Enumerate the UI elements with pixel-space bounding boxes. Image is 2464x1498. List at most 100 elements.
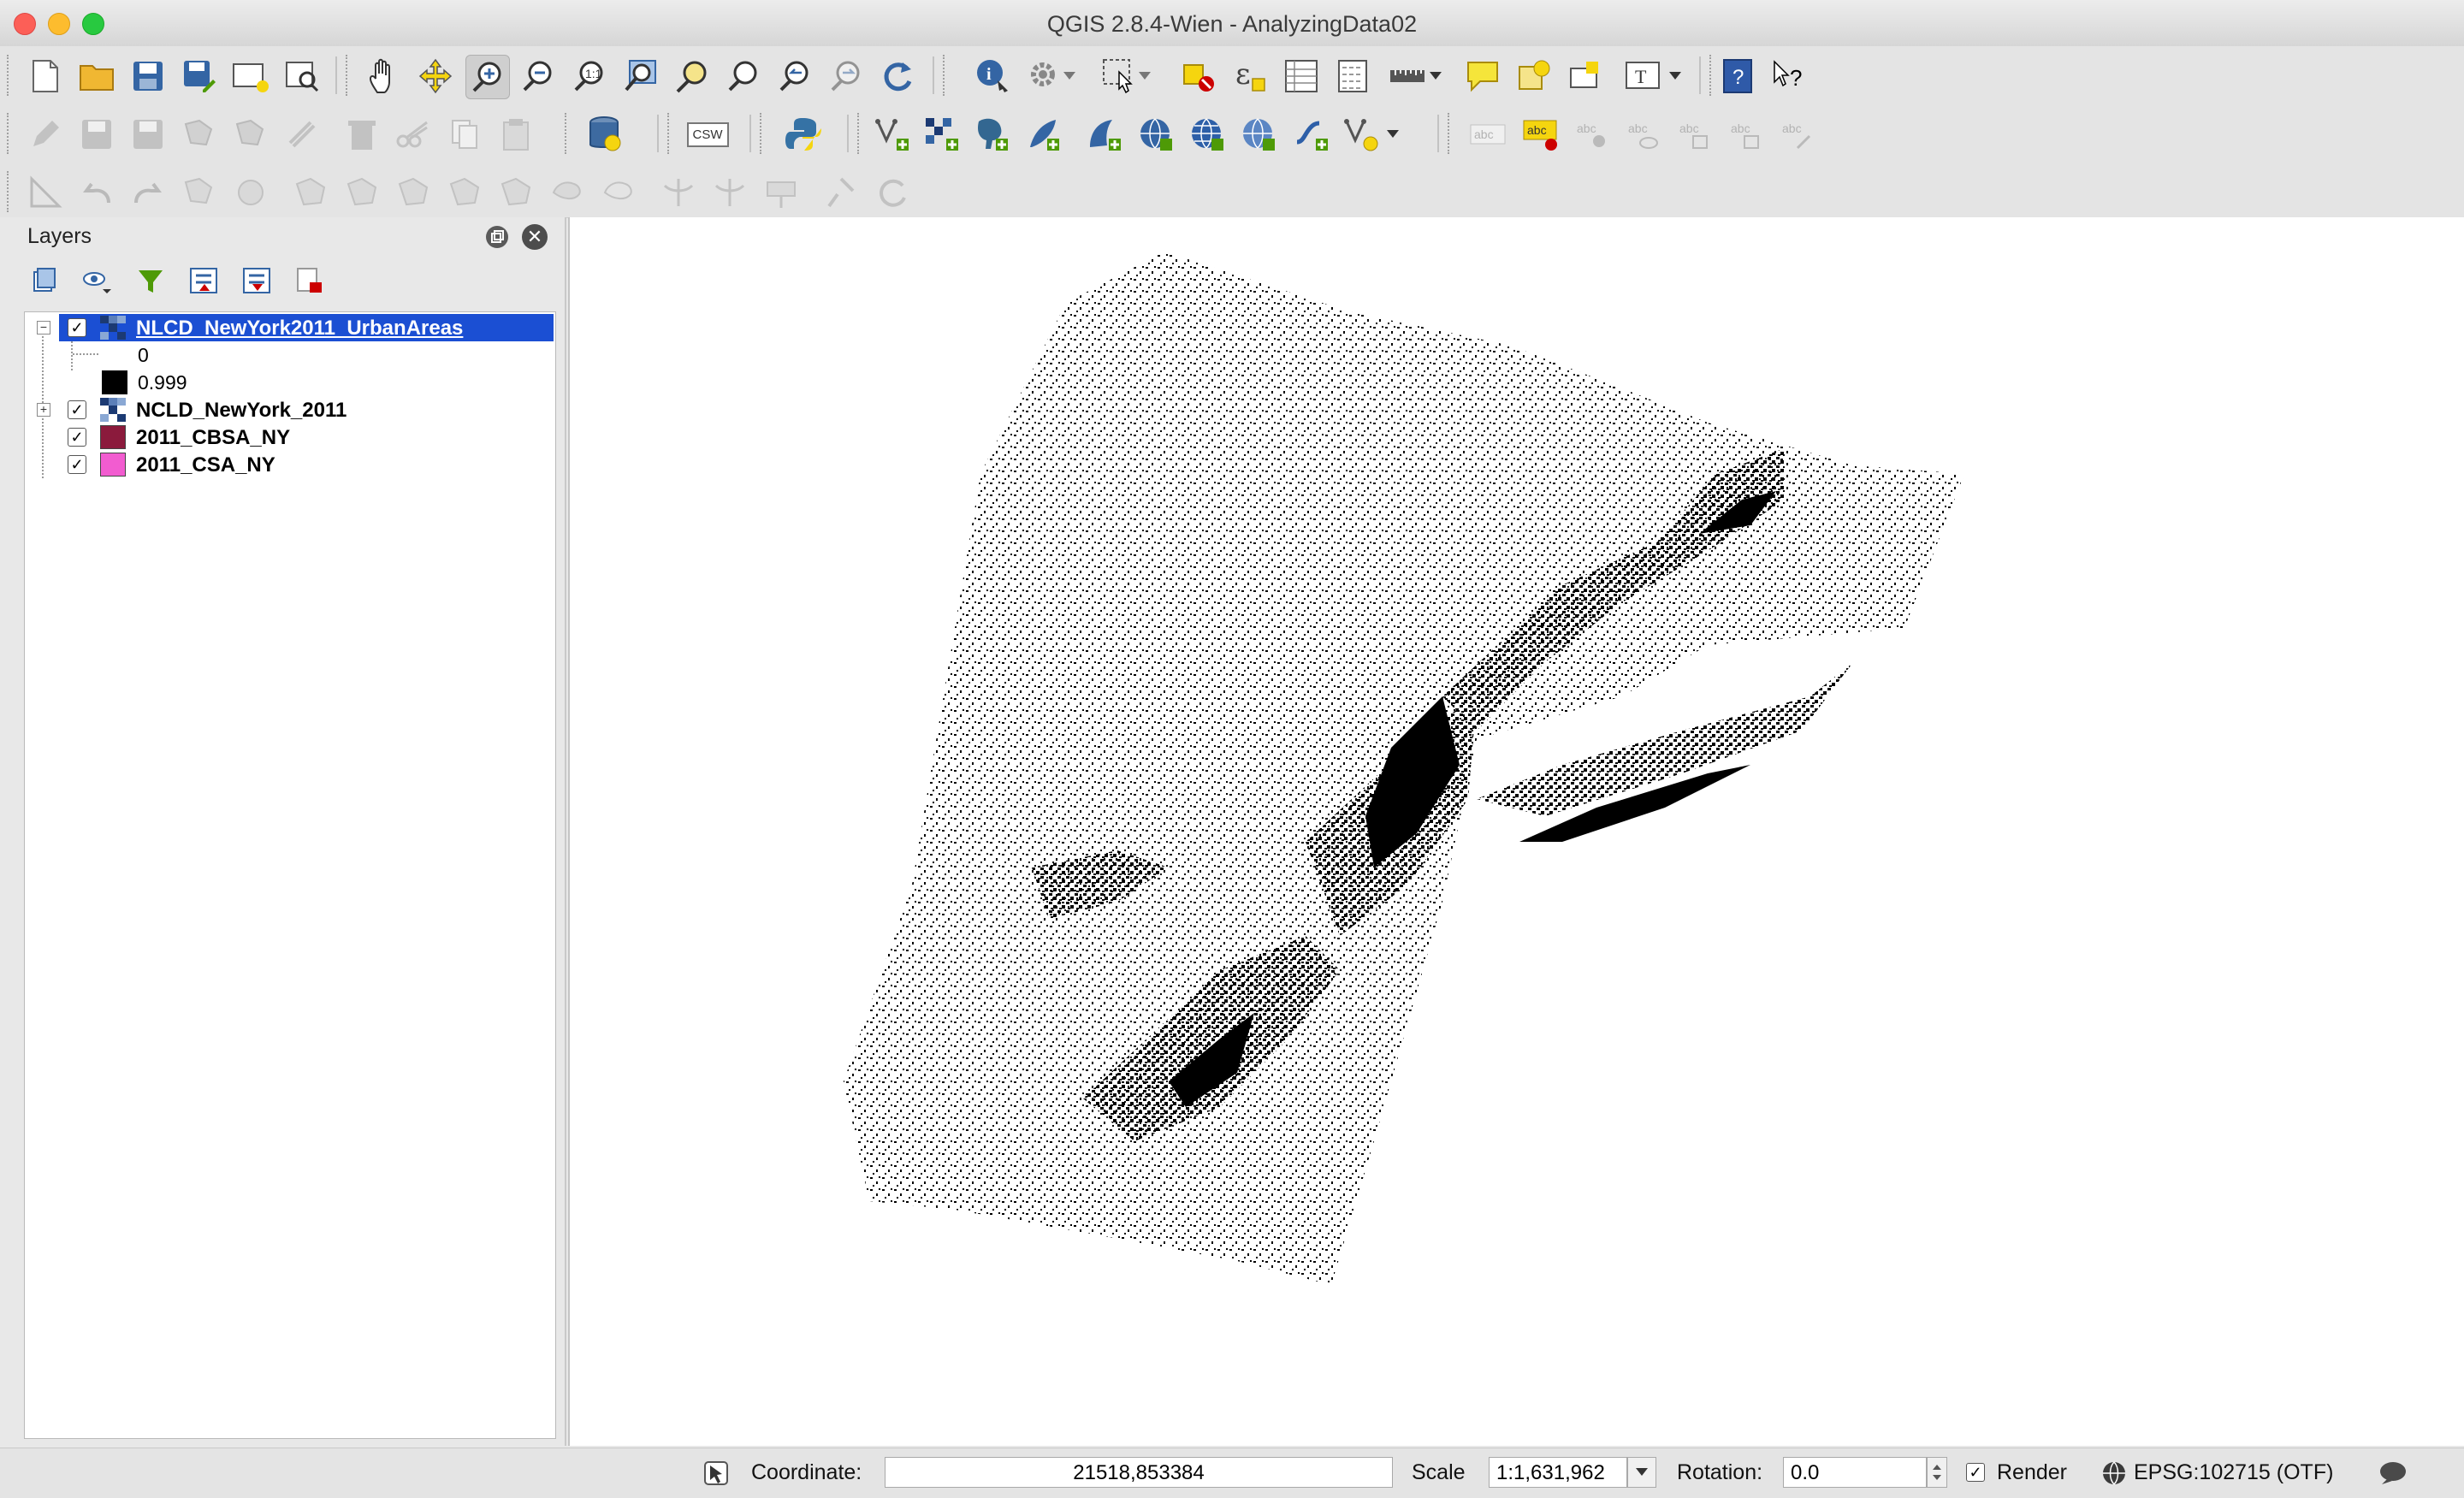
add-wcs-layer-button[interactable]: [1237, 113, 1280, 156]
manage-visibility-button[interactable]: [79, 262, 116, 299]
select-dropdown[interactable]: [1134, 55, 1155, 98]
rotation-spinner[interactable]: [1927, 1457, 1947, 1488]
undo-button[interactable]: [75, 171, 118, 214]
advanced-edit-button[interactable]: [24, 171, 67, 214]
field-calculator-button[interactable]: [1331, 55, 1374, 98]
collapse-all-button[interactable]: [238, 262, 275, 299]
pan-map-button[interactable]: [363, 55, 406, 98]
toggle-coordinate-button[interactable]: [702, 1459, 731, 1492]
collapse-toggle[interactable]: −: [37, 321, 50, 335]
layer-row-urban-areas[interactable]: − ✓ NLCD_NewYork2011_UrbanAreas: [25, 314, 554, 341]
rotate-label-button[interactable]: abc: [1725, 113, 1768, 156]
simplify-feature-button[interactable]: [229, 171, 272, 214]
redo-button[interactable]: [127, 171, 169, 214]
float-panel-button[interactable]: [484, 224, 510, 250]
pin-labels-button[interactable]: abc: [1571, 113, 1614, 156]
show-bookmarks-button[interactable]: [1564, 55, 1607, 98]
new-print-composer-button[interactable]: [229, 55, 272, 98]
pan-to-selection-button[interactable]: [414, 55, 457, 98]
identify-features-button[interactable]: i: [972, 55, 1015, 98]
merge-attributes-button[interactable]: [820, 171, 862, 214]
save-project-button[interactable]: [127, 55, 169, 98]
zoom-to-layer-button[interactable]: [671, 55, 714, 98]
python-console-button[interactable]: [782, 113, 825, 156]
expand-toggle[interactable]: +: [37, 403, 50, 417]
zoom-full-button[interactable]: [619, 55, 662, 98]
layer-visibility-checkbox[interactable]: ✓: [68, 455, 86, 474]
crs-label[interactable]: EPSG:102715 (OTF): [2134, 1460, 2334, 1484]
move-feature-button[interactable]: [229, 113, 272, 156]
help-contents-button[interactable]: ?: [1716, 55, 1759, 98]
highlight-pinned-labels-button[interactable]: abc: [1519, 113, 1562, 156]
reshape-features-button[interactable]: [546, 171, 589, 214]
add-mssql-layer-button[interactable]: [1083, 113, 1126, 156]
zoom-out-button[interactable]: [517, 55, 560, 98]
layer-row-csa[interactable]: ✓ 2011_CSA_NY: [25, 451, 554, 478]
whats-this-button[interactable]: ?: [1768, 55, 1810, 98]
add-postgis-layer-button[interactable]: [970, 113, 1013, 156]
new-bookmark-button[interactable]: [1513, 55, 1555, 98]
fill-ring-button[interactable]: [392, 171, 435, 214]
change-label-button[interactable]: abc: [1776, 113, 1819, 156]
action-dropdown[interactable]: [1059, 55, 1080, 98]
run-action-button[interactable]: [1023, 55, 1066, 98]
rotation-field[interactable]: 0.0: [1783, 1457, 1927, 1488]
layer-row-cbsa[interactable]: ✓ 2011_CBSA_NY: [25, 423, 554, 451]
deselect-all-button[interactable]: [1177, 55, 1220, 98]
open-project-button[interactable]: [75, 55, 118, 98]
zoom-last-button[interactable]: [773, 55, 816, 98]
paste-features-button[interactable]: [495, 113, 537, 156]
save-as-button[interactable]: [178, 55, 221, 98]
measure-dropdown[interactable]: [1425, 55, 1446, 98]
label-tool-button[interactable]: abc: [1466, 113, 1509, 156]
text-annotation-button[interactable]: T: [1622, 55, 1665, 98]
add-wfs-layer-button[interactable]: [1290, 113, 1333, 156]
attribute-table-button[interactable]: [1280, 55, 1323, 98]
toggle-editing-button[interactable]: [24, 113, 67, 156]
scale-dropdown-button[interactable]: [1627, 1457, 1656, 1488]
filter-legend-button[interactable]: [132, 262, 169, 299]
save-edits-button[interactable]: [75, 113, 118, 156]
toolbar-grip[interactable]: [7, 55, 14, 96]
add-part-button[interactable]: [341, 171, 383, 214]
messages-button[interactable]: [2378, 1460, 2408, 1490]
merge-features-button[interactable]: [760, 171, 803, 214]
layer-visibility-checkbox[interactable]: ✓: [68, 400, 86, 419]
select-by-expression-button[interactable]: ε: [1229, 55, 1271, 98]
show-hide-labels-button[interactable]: abc: [1622, 113, 1665, 156]
zoom-window-button[interactable]: [82, 13, 104, 35]
add-raster-layer-button[interactable]: [921, 113, 963, 156]
scale-combobox[interactable]: 1:1,631,962: [1489, 1457, 1627, 1488]
cut-features-button[interactable]: [392, 113, 435, 156]
close-panel-button[interactable]: ✕: [522, 224, 548, 250]
split-features-button[interactable]: [657, 171, 700, 214]
add-wms-layer-button[interactable]: [1186, 113, 1229, 156]
add-group-button[interactable]: [26, 262, 63, 299]
remove-layer-button[interactable]: [291, 262, 329, 299]
add-oracle-layer-button[interactable]: [1134, 113, 1177, 156]
close-window-button[interactable]: [14, 13, 36, 35]
db-manager-button[interactable]: [583, 113, 626, 156]
metasearch-csw-button[interactable]: CSW: [686, 113, 729, 156]
minimize-window-button[interactable]: [48, 13, 70, 35]
layer-visibility-checkbox[interactable]: ✓: [68, 428, 86, 447]
annotation-dropdown[interactable]: [1665, 55, 1685, 98]
composer-manager-button[interactable]: [281, 55, 323, 98]
add-feature-button[interactable]: [178, 113, 221, 156]
map-canvas[interactable]: [568, 217, 2464, 1446]
add-ring-button[interactable]: [289, 171, 332, 214]
expand-all-button[interactable]: [185, 262, 222, 299]
zoom-in-button[interactable]: [465, 55, 510, 99]
coordinate-field[interactable]: 21518,853384: [885, 1457, 1393, 1488]
new-project-button[interactable]: [24, 55, 67, 98]
new-layer-dropdown[interactable]: [1383, 113, 1403, 156]
delete-ring-button[interactable]: [443, 171, 486, 214]
select-features-button[interactable]: [1099, 55, 1141, 98]
crs-button[interactable]: [2101, 1460, 2127, 1490]
refresh-button[interactable]: [876, 55, 919, 98]
rotate-point-symbols-button[interactable]: [871, 171, 914, 214]
layer-row-nlcd[interactable]: + ✓ NCLD_NewYork_2011: [25, 396, 554, 423]
layer-visibility-checkbox[interactable]: ✓: [68, 318, 86, 337]
add-vector-layer-button[interactable]: [871, 113, 914, 156]
delete-selected-button[interactable]: [341, 113, 383, 156]
